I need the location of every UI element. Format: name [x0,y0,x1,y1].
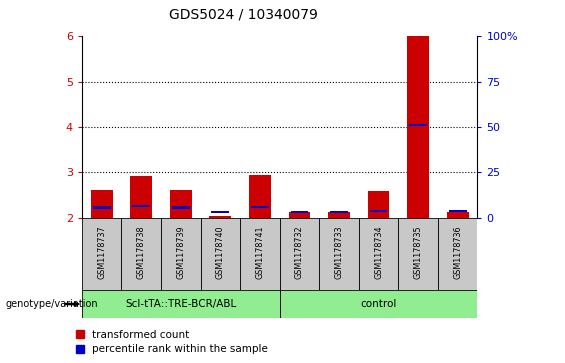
Bar [251,205,269,208]
Bar [131,176,152,218]
Bar [370,210,388,212]
Bar [398,218,438,290]
Text: GSM1178735: GSM1178735 [414,226,423,280]
Bar [82,218,121,290]
Bar [161,218,201,290]
Bar [240,218,280,290]
Text: GSM1178737: GSM1178737 [97,226,106,280]
Bar [328,212,350,218]
Bar [290,211,308,213]
Bar [211,211,229,213]
Bar [170,189,192,218]
Bar [449,210,467,212]
Text: genotype/variation: genotype/variation [6,299,98,309]
Text: control: control [360,299,397,309]
Text: GSM1178738: GSM1178738 [137,226,146,280]
Text: GSM1178732: GSM1178732 [295,226,304,280]
Text: Scl-tTA::TRE-BCR/ABL: Scl-tTA::TRE-BCR/ABL [125,299,236,309]
Bar [447,212,468,218]
Bar [91,189,112,218]
Text: GSM1178740: GSM1178740 [216,226,225,280]
Text: GDS5024 / 10340079: GDS5024 / 10340079 [169,8,318,22]
Bar [438,218,477,290]
Text: GSM1178739: GSM1178739 [176,226,185,280]
Text: GSM1178734: GSM1178734 [374,226,383,280]
Bar [93,207,111,209]
Legend: transformed count, percentile rank within the sample: transformed count, percentile rank withi… [76,330,268,354]
Text: GSM1178741: GSM1178741 [255,226,264,280]
Text: GSM1178736: GSM1178736 [453,226,462,280]
Bar [319,218,359,290]
Bar [289,212,310,218]
Bar [132,205,150,207]
Bar [210,216,231,218]
Bar [359,218,398,290]
Bar [82,290,280,318]
Bar [407,36,429,218]
Bar [280,218,319,290]
Bar [121,218,161,290]
Bar [409,124,427,126]
Bar [172,207,190,209]
Text: GSM1178733: GSM1178733 [334,226,344,280]
Bar [368,192,389,218]
Bar [330,211,348,213]
Bar [280,290,477,318]
Bar [201,218,240,290]
Bar [249,175,271,218]
